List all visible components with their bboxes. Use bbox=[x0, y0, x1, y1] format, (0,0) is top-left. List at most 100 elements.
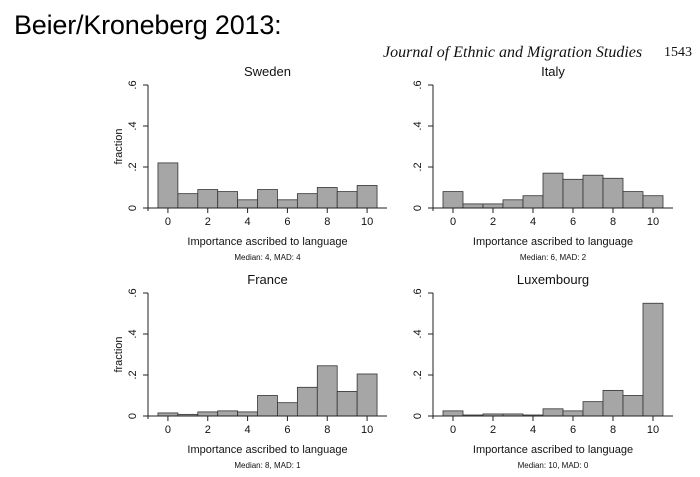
histogram-bar bbox=[336, 390, 358, 417]
histogram-bar bbox=[336, 191, 358, 209]
histogram-bar bbox=[177, 193, 199, 209]
y-tick-label: 0 bbox=[412, 413, 424, 419]
y-tick-label: .4 bbox=[127, 121, 139, 130]
y-axis-title: fraction bbox=[113, 128, 125, 164]
histogram-bar bbox=[502, 199, 524, 209]
y-tick-label: .6 bbox=[127, 288, 139, 297]
x-tick-label: 10 bbox=[647, 424, 659, 436]
histogram-bar bbox=[482, 203, 504, 209]
histogram-bar bbox=[542, 408, 564, 417]
histogram-bar bbox=[542, 172, 564, 209]
histogram-bar bbox=[642, 195, 664, 209]
x-tick-label: 10 bbox=[361, 424, 373, 436]
histogram-bar bbox=[462, 203, 484, 209]
histogram-bar bbox=[257, 395, 278, 417]
histogram-bar bbox=[522, 195, 544, 209]
histogram-bar bbox=[602, 389, 624, 417]
x-axis-title: Importance ascribed to language bbox=[187, 236, 347, 248]
y-tick-label: .2 bbox=[412, 162, 424, 171]
panel-title: Luxembourg bbox=[517, 272, 589, 287]
x-tick-label: 2 bbox=[205, 424, 211, 436]
histogram-panel-italy: Italy 0 .2 .4 .6 0 2 4 6 8 10 Importance ascribed t… bbox=[412, 64, 673, 262]
median-mad-note: Median: 4, MAD: 4 bbox=[234, 253, 301, 262]
histogram-panel-luxembourg: Luxembourg 0 .2 .4 .6 0 2 4 6 8 10 Importance ascri… bbox=[412, 272, 673, 470]
x-tick-label: 2 bbox=[205, 216, 211, 228]
histogram-bar bbox=[277, 402, 298, 417]
histogram-bar bbox=[582, 174, 604, 209]
slide-title: Beier/Kroneberg 2013: bbox=[14, 10, 282, 40]
y-tick-label: .2 bbox=[127, 370, 139, 379]
histogram-bar bbox=[622, 191, 644, 209]
x-tick-label: 2 bbox=[490, 424, 496, 436]
histogram-bar bbox=[217, 191, 239, 209]
median-mad-note: Median: 6, MAD: 2 bbox=[520, 253, 587, 262]
panel-title: France bbox=[247, 272, 287, 287]
x-tick-label: 4 bbox=[530, 424, 536, 436]
histogram-bar bbox=[622, 395, 644, 417]
histogram-bar bbox=[642, 302, 664, 417]
x-tick-label: 6 bbox=[284, 424, 290, 436]
histogram-bar bbox=[197, 411, 219, 417]
x-tick-label: 8 bbox=[324, 216, 330, 228]
histogram-bar bbox=[562, 410, 584, 417]
histogram-bar bbox=[356, 185, 378, 209]
histogram-bar bbox=[316, 187, 338, 209]
x-tick-label: 8 bbox=[610, 424, 616, 436]
histogram-bar bbox=[316, 365, 338, 417]
histogram-bar bbox=[277, 199, 298, 209]
histogram-bar bbox=[197, 189, 219, 209]
histogram-bar bbox=[296, 193, 318, 209]
y-tick-label: .2 bbox=[127, 162, 139, 171]
x-tick-label: 6 bbox=[570, 216, 576, 228]
x-tick-label: 2 bbox=[490, 216, 496, 228]
journal-name: Journal of Ethnic and Migration Studies bbox=[383, 44, 643, 61]
median-mad-note: Median: 8, MAD: 1 bbox=[234, 461, 301, 470]
histogram-bar bbox=[237, 199, 258, 209]
histogram-bar bbox=[602, 177, 624, 209]
x-tick-label: 4 bbox=[245, 216, 251, 228]
x-tick-label: 4 bbox=[245, 424, 251, 436]
panel-title: Sweden bbox=[244, 64, 291, 79]
histogram-bar bbox=[217, 410, 239, 417]
x-axis-title: Importance ascribed to language bbox=[187, 444, 347, 456]
x-axis-title: Importance ascribed to language bbox=[473, 236, 633, 248]
median-mad-note: Median: 10, MAD: 0 bbox=[518, 461, 589, 470]
x-tick-label: 6 bbox=[284, 216, 290, 228]
histogram-bar bbox=[296, 386, 318, 417]
y-axis-title: fraction bbox=[113, 336, 125, 372]
histogram-bar bbox=[442, 410, 464, 417]
x-tick-label: 0 bbox=[450, 424, 456, 436]
histogram-bar bbox=[356, 373, 378, 417]
panel-title: Italy bbox=[541, 64, 565, 79]
histogram-bar bbox=[562, 178, 584, 209]
x-tick-label: 4 bbox=[530, 216, 536, 228]
histogram-panel-france: France 0 .2 .4 .6 0 2 4 6 8 10 Importance ascribed … bbox=[113, 272, 387, 470]
y-tick-label: .4 bbox=[412, 329, 424, 338]
y-tick-label: .6 bbox=[412, 288, 424, 297]
x-tick-label: 0 bbox=[450, 216, 456, 228]
y-tick-label: 0 bbox=[127, 205, 139, 211]
x-axis-title: Importance ascribed to language bbox=[473, 444, 633, 456]
x-tick-label: 10 bbox=[361, 216, 373, 228]
histogram-bar bbox=[237, 411, 258, 417]
y-tick-label: .6 bbox=[412, 80, 424, 89]
x-tick-label: 0 bbox=[165, 216, 171, 228]
x-tick-label: 8 bbox=[324, 424, 330, 436]
histogram-panel-sweden: Sweden 0 .2 .4 .6 0 2 4 6 8 10 Importance ascribed … bbox=[113, 64, 387, 262]
histogram-bar bbox=[442, 191, 464, 209]
y-tick-label: 0 bbox=[412, 205, 424, 211]
y-tick-label: 0 bbox=[127, 413, 139, 419]
y-tick-label: .6 bbox=[127, 80, 139, 89]
y-tick-label: .4 bbox=[412, 121, 424, 130]
histogram-bar bbox=[257, 189, 278, 209]
histogram-bar bbox=[157, 162, 179, 209]
x-tick-label: 6 bbox=[570, 424, 576, 436]
x-tick-label: 10 bbox=[647, 216, 659, 228]
x-tick-label: 0 bbox=[165, 424, 171, 436]
x-tick-label: 8 bbox=[610, 216, 616, 228]
page-number: 1543 bbox=[664, 45, 692, 60]
y-tick-label: .2 bbox=[412, 370, 424, 379]
histogram-bar bbox=[582, 401, 604, 417]
y-tick-label: .4 bbox=[127, 329, 139, 338]
